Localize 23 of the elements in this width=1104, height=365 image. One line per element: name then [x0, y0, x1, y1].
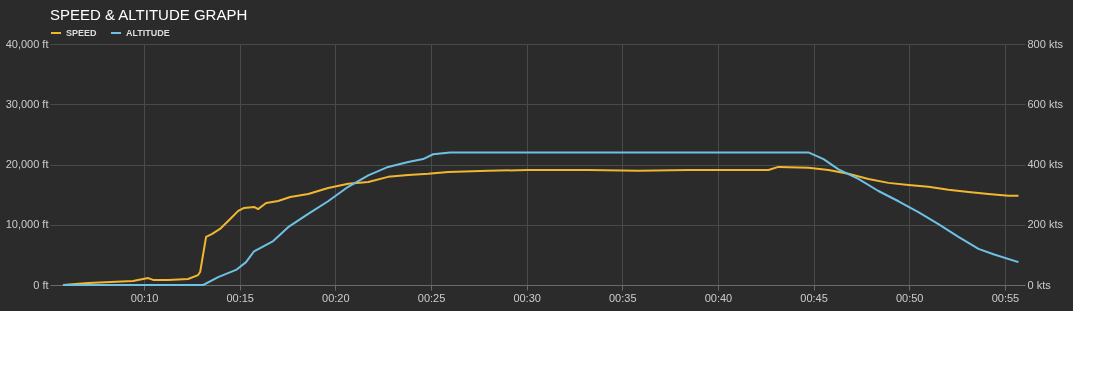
y-tick-label: 10,000 ft [5, 218, 49, 231]
y2-tick-label: 800 kts [1027, 37, 1064, 50]
x-tick-label: 00:40 [704, 291, 733, 304]
x-tick-label: 00:45 [800, 291, 828, 304]
x-tick-label: 00:35 [608, 291, 637, 304]
y2-tick-label: 200 kts [1027, 218, 1064, 231]
x-tick-label: 00:50 [895, 291, 924, 304]
y-tick-label: 0 ft [33, 278, 49, 291]
x-tick-label: 00:15 [226, 291, 254, 304]
y2-tick-label: 400 kts [1027, 158, 1064, 170]
x-tick-label: 00:10 [130, 291, 159, 304]
x-tick-label: 00:30 [513, 291, 541, 304]
legend-label: ALTITUDE [126, 28, 170, 38]
y2-tick-label: 0 kts [1027, 278, 1052, 291]
chart-title: SPEED & ALTITUDE GRAPH [50, 6, 248, 23]
legend-label: SPEED [66, 28, 98, 38]
x-tick-label: 00:20 [322, 291, 350, 304]
x-tick-label: 00:55 [991, 291, 1020, 304]
y-tick-label: 30,000 ft [5, 97, 49, 110]
y-tick-label: 20,000 ft [5, 158, 49, 170]
y2-tick-label: 600 kts [1027, 97, 1064, 110]
y-tick-label: 40,000 ft [5, 37, 49, 50]
x-tick-label: 00:25 [417, 291, 446, 304]
